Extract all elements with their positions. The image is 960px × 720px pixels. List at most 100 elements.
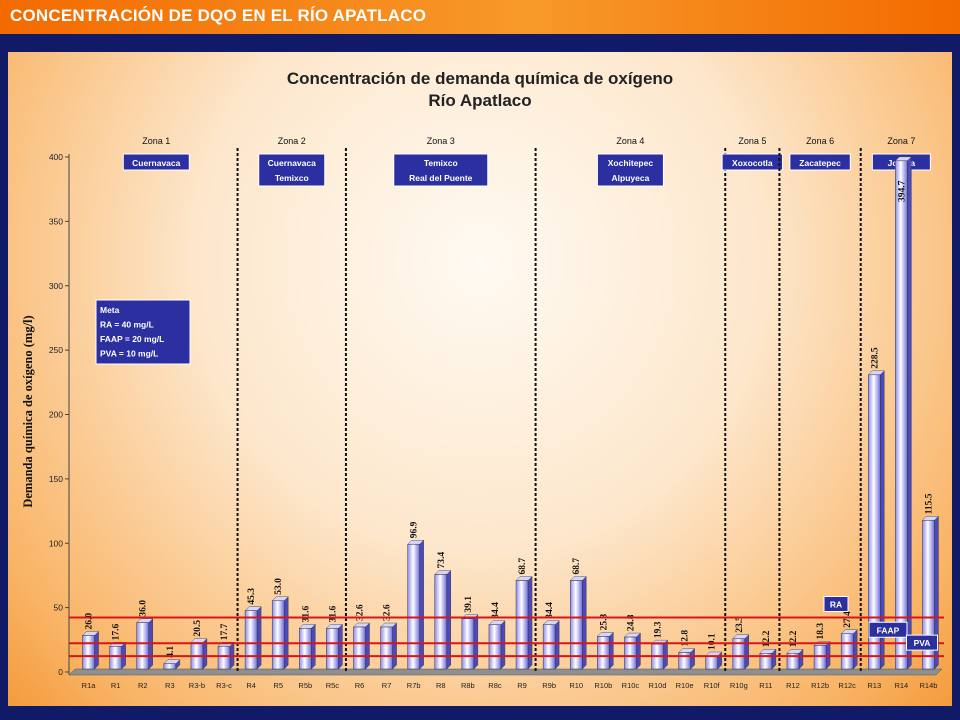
- bar-side: [365, 622, 370, 670]
- bar: [705, 655, 718, 670]
- goal-box-line: PVA = 10 mg/L: [100, 349, 158, 359]
- data-label: 20.5: [193, 620, 203, 637]
- bar: [380, 626, 393, 670]
- bar-side: [94, 631, 99, 670]
- data-label: 73.4: [437, 552, 447, 569]
- bar: [217, 645, 231, 670]
- bar-side: [554, 620, 560, 670]
- data-label: 36.0: [139, 600, 149, 617]
- bar: [895, 160, 908, 670]
- bar: [299, 628, 312, 670]
- data-label: 4.1: [166, 646, 176, 658]
- data-label: 39.1: [464, 596, 474, 613]
- data-label: 12.2: [762, 630, 772, 647]
- x-tick-label: R8b: [461, 681, 475, 690]
- data-label: 32.6: [355, 604, 365, 621]
- bar: [515, 580, 529, 670]
- x-tick-label: R10c: [622, 681, 640, 690]
- data-label: 32.6: [383, 604, 393, 621]
- data-label: 12.2: [789, 630, 799, 647]
- x-tick-label: R1a: [82, 681, 97, 690]
- zone-label-1: Zona 1: [142, 136, 170, 146]
- data-label: 10.1: [708, 633, 718, 650]
- zone-label-7: Zona 7: [887, 136, 915, 146]
- x-tick-label: R9b: [542, 681, 556, 690]
- data-label: 25.3: [599, 614, 609, 631]
- x-tick-label: R7: [382, 681, 392, 690]
- data-label: 394.7: [897, 180, 907, 202]
- bar-side: [311, 623, 316, 670]
- bar: [488, 624, 502, 670]
- bar-side: [852, 629, 858, 670]
- goal-box: [95, 299, 191, 365]
- chart-title-line-1: Concentración de demanda química de oxíg…: [287, 69, 673, 88]
- bar-side: [392, 622, 397, 670]
- bar: [868, 374, 881, 670]
- goal-box-line: Meta: [100, 305, 120, 315]
- x-tick-label: R14: [894, 681, 908, 690]
- bar-side: [636, 632, 641, 670]
- bar-side: [284, 596, 289, 670]
- bar-side: [446, 570, 451, 670]
- x-tick-label: R3-b: [189, 681, 205, 690]
- data-label: 31.6: [301, 605, 311, 622]
- x-tick-label: R3: [165, 681, 175, 690]
- y-tick-label: 400: [49, 152, 63, 162]
- zone-label-6: Zona 6: [806, 136, 834, 146]
- data-label: 45.3: [247, 588, 257, 605]
- zone-place-text: Xoxocotla: [732, 158, 773, 168]
- x-tick-label: R6: [355, 681, 365, 690]
- ref-tag-faap: [868, 621, 908, 638]
- x-tick-label: R7b: [407, 681, 421, 690]
- x-tick-label: R10e: [676, 681, 694, 690]
- x-tick-label: R12: [786, 681, 800, 690]
- zone-label-2: Zona 2: [278, 136, 306, 146]
- bar: [82, 635, 95, 670]
- y-axis-title: Demanda química de oxígeno (mg/l): [21, 315, 35, 507]
- data-label: 17.7: [220, 623, 230, 640]
- bar-side: [256, 606, 262, 670]
- x-tick-label: R12c: [838, 681, 856, 690]
- chart-panel: Concentración de demanda química de oxíg…: [8, 52, 952, 706]
- bar: [786, 653, 800, 670]
- ref-tag-ra: [823, 596, 849, 612]
- data-label: 12.8: [681, 630, 691, 647]
- y-tick-label: 200: [49, 410, 63, 420]
- bar: [271, 600, 285, 670]
- goal-box-line: RA = 40 mg/L: [100, 320, 154, 330]
- chart-floor: [68, 668, 943, 676]
- x-tick-label: R14b: [919, 681, 937, 690]
- y-tick-label: 100: [49, 538, 63, 548]
- data-label: 23.5: [735, 616, 745, 633]
- bar: [326, 628, 339, 670]
- ref-tag-text: PVA: [914, 638, 931, 648]
- page-title: CONCENTRACIÓN DE DQO EN EL RÍO APATLACO: [10, 6, 427, 25]
- bar: [109, 646, 122, 670]
- y-tick-label: 0: [58, 667, 63, 677]
- data-label: 26.0: [85, 613, 95, 630]
- data-label: 68.7: [572, 558, 582, 575]
- data-label: 96.9: [410, 521, 420, 538]
- bar: [244, 610, 258, 670]
- zone-place-box-2: [258, 153, 326, 187]
- bar: [163, 663, 177, 670]
- x-tick-label: R12b: [811, 681, 829, 690]
- x-tick-label: R10: [569, 681, 583, 690]
- ref-tag-text: FAAP: [877, 625, 900, 635]
- bar: [353, 626, 366, 670]
- x-tick-label: R11: [759, 681, 772, 690]
- x-tick-label: R10g: [730, 681, 748, 690]
- bar: [840, 633, 854, 670]
- ref-tag-pva: [906, 634, 938, 651]
- x-tick-label: R1: [111, 681, 121, 690]
- bar-side: [419, 539, 424, 670]
- y-tick-label: 150: [49, 474, 63, 484]
- bar-side: [500, 620, 506, 670]
- data-label: 18.3: [816, 623, 826, 640]
- data-label: 27.4: [843, 611, 853, 628]
- zone-place-text: Alpuyeca: [612, 173, 650, 183]
- data-label: 68.7: [518, 558, 528, 575]
- zone-place-box-1: [122, 153, 190, 171]
- title-bar: CONCENTRACIÓN DE DQO EN EL RÍO APATLACO: [0, 0, 960, 34]
- bar: [542, 624, 556, 670]
